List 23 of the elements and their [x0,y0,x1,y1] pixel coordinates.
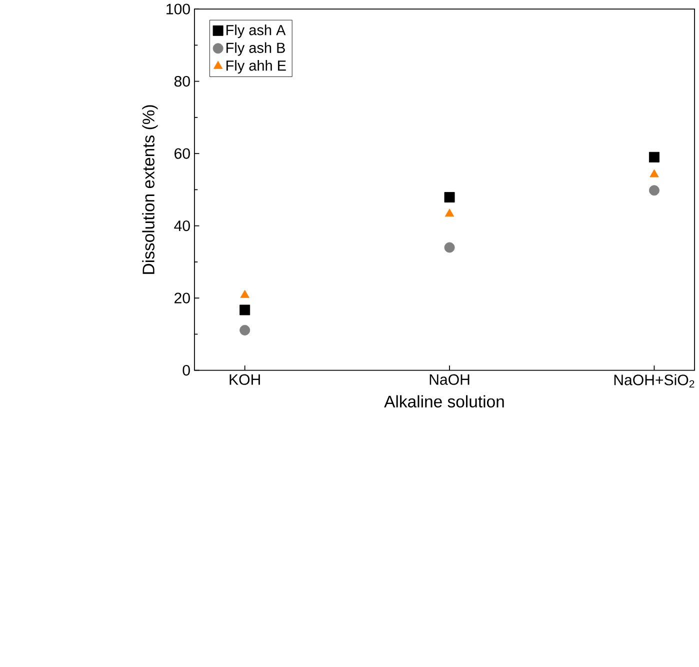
legend-label: Fly ahh E [226,60,286,74]
y-axis-title: Dissolution extents (%) [142,105,158,274]
point [444,242,455,253]
y-tick-label: 40 [174,220,190,232]
point [648,152,660,163]
point [240,304,250,316]
point [650,169,659,178]
point [444,192,455,203]
y-tick-label: 100 [166,4,190,15]
point [240,290,250,298]
point [648,185,660,196]
x-tick-label: NaOH+SiO$_{2}$ [614,374,694,388]
x-tick-label: KOH [230,374,260,386]
y-tick-label: 80 [174,76,190,87]
point [444,208,454,217]
y-tick-label: 0 [182,365,190,376]
x-axis-title: Alkaline solution [384,395,504,408]
y-tick-label: 60 [174,148,190,160]
x-tick-label: NaOH [430,374,470,386]
legend-label: Fly ash B [226,42,285,56]
y-tick-label: 20 [174,292,190,304]
point [240,325,250,336]
legend-label: Fly ash A [226,24,286,38]
